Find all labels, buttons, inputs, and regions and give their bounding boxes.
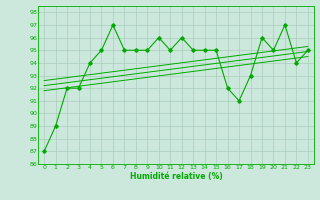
X-axis label: Humidité relative (%): Humidité relative (%) — [130, 172, 222, 181]
